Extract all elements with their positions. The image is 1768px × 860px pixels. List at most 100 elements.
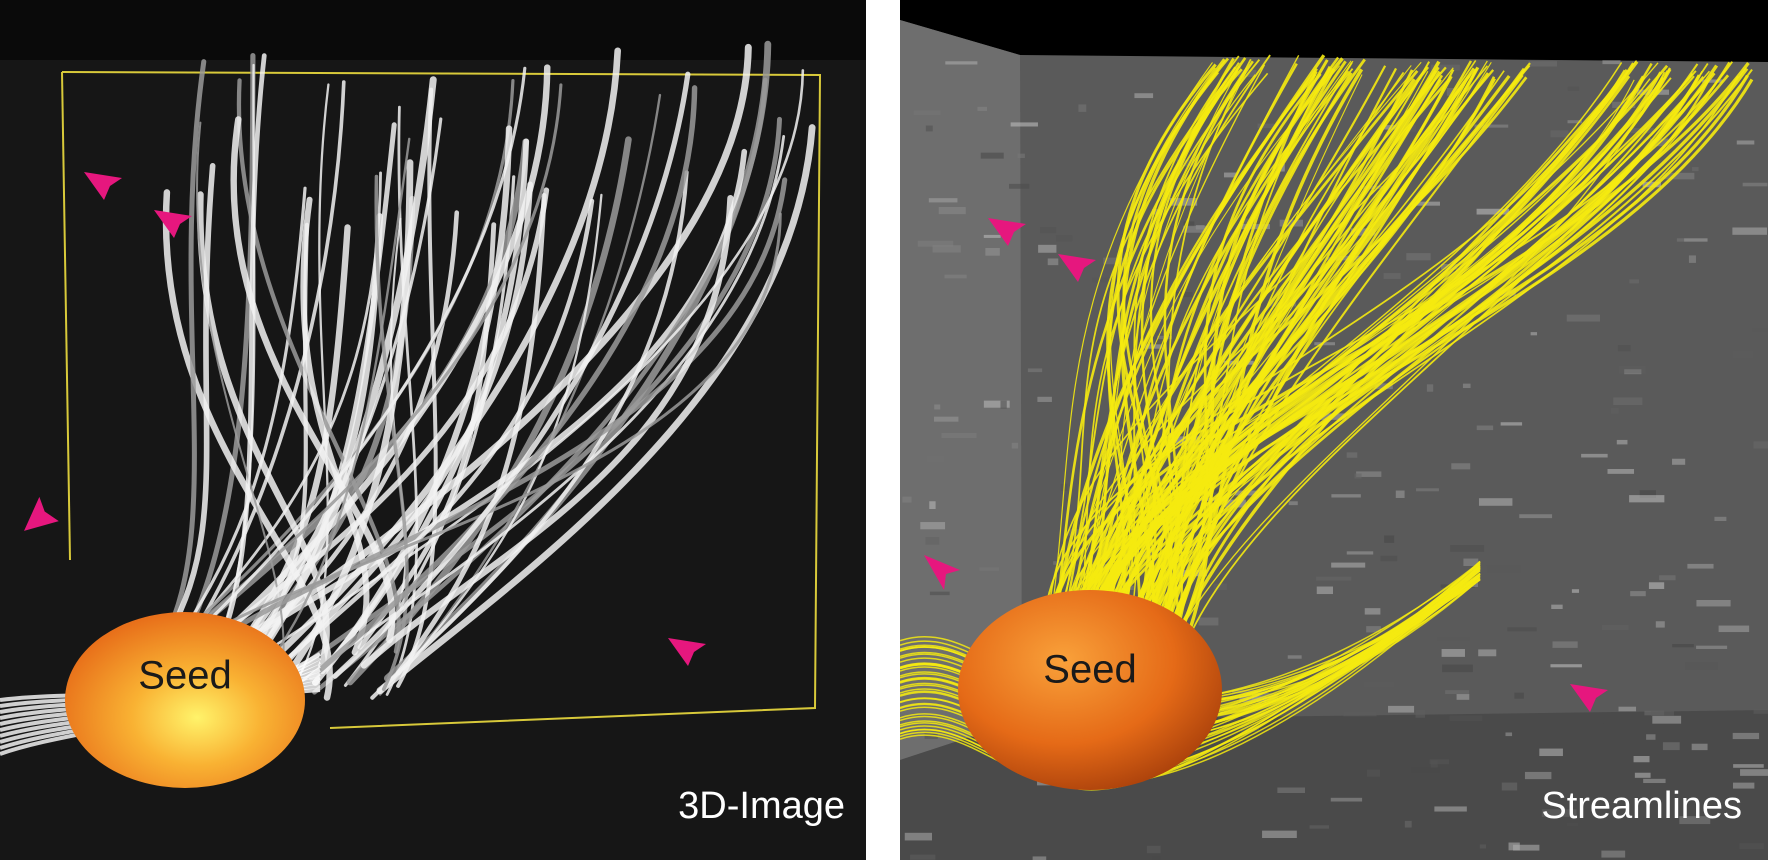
seed-label: Seed bbox=[1043, 648, 1136, 692]
speck bbox=[1277, 787, 1306, 794]
speck bbox=[948, 663, 976, 667]
speck bbox=[983, 400, 1010, 408]
speck bbox=[1613, 397, 1643, 406]
speck bbox=[1451, 463, 1471, 470]
fiber bbox=[1149, 60, 1254, 660]
speck bbox=[1009, 183, 1030, 189]
speck bbox=[1662, 742, 1680, 751]
speck bbox=[1567, 86, 1580, 91]
speck bbox=[1602, 624, 1629, 631]
speck bbox=[941, 432, 977, 439]
speck bbox=[925, 537, 940, 545]
speck bbox=[1649, 234, 1685, 243]
speck bbox=[1590, 723, 1604, 728]
speck bbox=[1426, 384, 1434, 392]
panel-label: Streamlines bbox=[1541, 785, 1742, 827]
speck bbox=[1696, 599, 1731, 607]
speck bbox=[1350, 228, 1376, 236]
fiber bbox=[279, 159, 414, 686]
speck bbox=[1183, 221, 1195, 228]
fiber bbox=[332, 71, 691, 679]
speck bbox=[1630, 591, 1646, 597]
speck bbox=[1601, 850, 1626, 858]
panel-top bbox=[900, 0, 1768, 62]
speck bbox=[1449, 715, 1483, 721]
speck bbox=[910, 854, 936, 860]
arrowhead bbox=[988, 218, 1026, 246]
speck bbox=[1343, 711, 1377, 717]
speck bbox=[1017, 153, 1025, 159]
speck bbox=[926, 455, 945, 463]
speck bbox=[1092, 277, 1122, 283]
speck bbox=[1346, 452, 1358, 458]
speck bbox=[1364, 681, 1395, 688]
speck bbox=[1500, 422, 1523, 426]
arrowhead bbox=[154, 210, 192, 238]
fiber bbox=[1134, 69, 1495, 620]
speck bbox=[1739, 843, 1764, 850]
speck bbox=[1618, 365, 1646, 374]
panel-label: 3D-Image bbox=[678, 785, 845, 827]
speck bbox=[1513, 844, 1540, 851]
speck bbox=[932, 245, 961, 253]
speck bbox=[1733, 764, 1764, 768]
speck bbox=[934, 404, 941, 410]
fiber bbox=[162, 189, 333, 701]
speck bbox=[1037, 396, 1052, 402]
speck bbox=[944, 274, 967, 279]
speck bbox=[1366, 769, 1381, 777]
fiber bbox=[1102, 62, 1298, 607]
fiber bbox=[1106, 71, 1219, 661]
speck bbox=[1634, 772, 1651, 778]
fiber bbox=[230, 116, 396, 644]
speck bbox=[1395, 490, 1405, 498]
speck bbox=[1404, 820, 1412, 828]
fiber bbox=[360, 194, 734, 669]
speck bbox=[1053, 561, 1065, 565]
speck bbox=[1478, 498, 1513, 506]
speck bbox=[1736, 140, 1755, 145]
speck bbox=[1618, 706, 1637, 712]
speck bbox=[1541, 809, 1577, 817]
speck bbox=[902, 496, 912, 503]
speck bbox=[1648, 582, 1665, 589]
fiber bbox=[1044, 61, 1734, 612]
speck bbox=[1633, 755, 1650, 763]
fiber bbox=[1113, 74, 1444, 655]
speck bbox=[1198, 617, 1219, 626]
speck bbox=[1718, 625, 1750, 633]
speck bbox=[1366, 626, 1381, 633]
speck bbox=[1476, 425, 1494, 431]
fiber bbox=[1064, 65, 1387, 659]
panel-streamlines: Seed Streamlines bbox=[900, 0, 1768, 860]
speck bbox=[933, 416, 959, 422]
speck bbox=[1183, 225, 1210, 233]
fiber bbox=[376, 124, 816, 695]
speck bbox=[1566, 822, 1579, 827]
speck bbox=[1213, 583, 1227, 591]
speck bbox=[1679, 816, 1711, 825]
speck bbox=[1530, 332, 1538, 336]
side-wall bbox=[900, 20, 1022, 760]
speck bbox=[1474, 124, 1509, 128]
speck bbox=[1316, 586, 1334, 595]
speck bbox=[1388, 705, 1415, 713]
speck bbox=[1524, 771, 1552, 780]
speck bbox=[1055, 235, 1073, 242]
speck bbox=[1380, 555, 1398, 562]
speck bbox=[1429, 759, 1450, 765]
speck bbox=[1206, 151, 1220, 155]
speck bbox=[1262, 830, 1297, 839]
speck bbox=[1732, 782, 1755, 789]
speck bbox=[983, 234, 1001, 238]
speck bbox=[1331, 562, 1366, 568]
speck bbox=[1010, 122, 1038, 127]
speck bbox=[1000, 400, 1007, 409]
speck bbox=[1646, 734, 1656, 740]
fiber bbox=[157, 59, 207, 651]
speck bbox=[1742, 182, 1768, 187]
speck bbox=[1406, 253, 1431, 261]
seed-label: Seed bbox=[138, 654, 231, 698]
speck bbox=[1430, 760, 1438, 768]
